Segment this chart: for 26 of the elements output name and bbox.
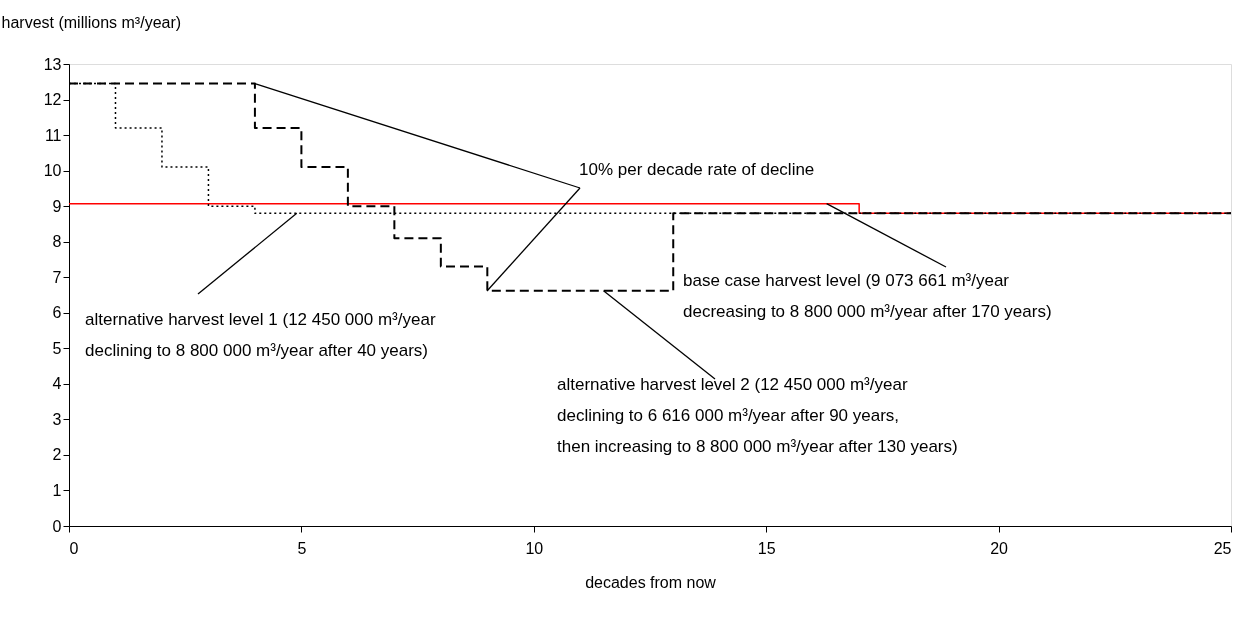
y-tick-label: 8 xyxy=(52,233,62,251)
y-tick-label: 4 xyxy=(52,375,62,393)
x-axis-title: decades from now xyxy=(585,573,717,591)
x-tick-label: 15 xyxy=(757,539,776,557)
x-tick-label: 5 xyxy=(297,539,307,557)
y-axis-title: harvest (millions m³/year) xyxy=(1,13,182,31)
y-tick-label: 0 xyxy=(52,517,62,535)
annotation: 10% per decade rate of decline xyxy=(579,160,815,179)
y-tick-label: 7 xyxy=(52,268,62,286)
annotation: alternative harvest level 2 (12 450 000 m³/year declining to 6 616 000 m³/year after 90 years, then increasing to 8 800 000 m³/year after 130 years) xyxy=(557,375,958,456)
y-tick-label: 2 xyxy=(52,446,62,464)
x-tick-label: 20 xyxy=(990,539,1009,557)
annotation: base case harvest level (9 073 661 m³/year decreasing to 8 800 000 m³/year after 170 years) xyxy=(683,271,1052,321)
x-tick-label: 25 xyxy=(1213,539,1232,557)
y-tick-label: 13 xyxy=(43,55,62,73)
y-tick-label: 1 xyxy=(52,481,62,499)
y-tick-label: 6 xyxy=(52,304,62,322)
y-tick-label: 3 xyxy=(52,410,62,428)
annotation: alternative harvest level 1 (12 450 000 m³/year declining to 8 800 000 m³/year after 40 years) xyxy=(85,310,436,360)
y-tick-label: 9 xyxy=(52,197,62,215)
y-tick-label: 11 xyxy=(44,126,62,144)
x-tick-label: 10 xyxy=(525,539,544,557)
y-tick-label: 10 xyxy=(43,162,62,180)
x-tick-label: 0 xyxy=(69,539,79,557)
y-tick-label: 12 xyxy=(43,91,62,109)
y-tick-label: 5 xyxy=(52,339,62,357)
